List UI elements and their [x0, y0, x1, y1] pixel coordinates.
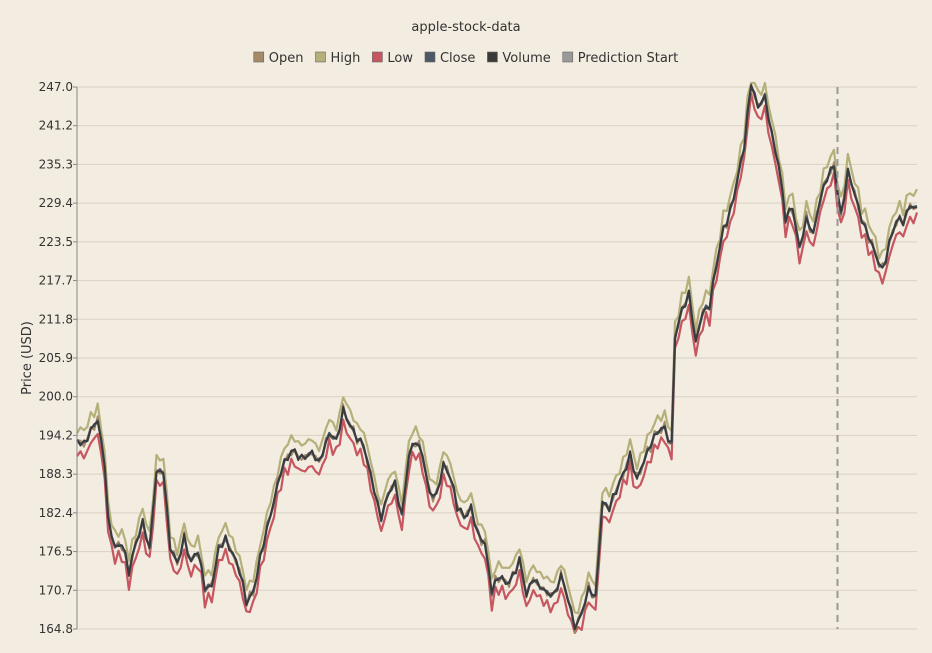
y-tick-label: 247.0 [39, 80, 73, 94]
legend-label-high: High [330, 51, 360, 66]
y-tick-label: 164.8 [39, 622, 73, 636]
chart-title: apple-stock-data [411, 20, 520, 35]
legend-label-volume: Volume [502, 51, 550, 66]
y-tick-label: 176.5 [39, 545, 73, 559]
legend-swatch-close [424, 51, 436, 63]
legend-swatch-open [253, 51, 265, 63]
gridlines [73, 86, 917, 630]
y-tick-label: 205.9 [39, 351, 73, 365]
y-axis-label: Price (USD) [20, 321, 35, 395]
y-tick-label: 223.5 [39, 235, 73, 249]
y-tick-label: 211.8 [39, 312, 73, 326]
legend-label-low: Low [387, 51, 413, 66]
y-tick-label: 194.2 [39, 428, 73, 442]
y-tick-label: 229.4 [39, 196, 73, 210]
legend-swatch-high [315, 51, 326, 63]
y-tick-label: 200.0 [39, 390, 73, 404]
y-tick-label: 241.2 [39, 119, 73, 133]
series-lines [76, 81, 919, 635]
y-tick-label: 188.3 [39, 467, 73, 481]
y-tick-labels: 247.0 241.2 235.3 229.4 223.5 217.7 211.8 205.9… [39, 80, 73, 636]
legend-label-prediction-start: Prediction Start [578, 51, 678, 66]
legend-swatch-volume [487, 51, 498, 63]
legend-swatch-prediction-start [562, 51, 574, 63]
series-low [76, 92, 919, 635]
y-tick-label: 217.7 [39, 274, 73, 288]
legend-label-open: Open [269, 51, 304, 66]
series-volume [76, 84, 918, 631]
y-tick-label: 235.3 [39, 157, 73, 171]
series-high [76, 81, 918, 615]
legend-label-close: Close [440, 51, 475, 66]
legend: Open High Low Close Volume Prediction Start [253, 51, 678, 66]
legend-swatch-low [372, 51, 383, 63]
y-tick-label: 182.4 [39, 506, 73, 520]
y-tick-label: 170.7 [39, 583, 73, 597]
